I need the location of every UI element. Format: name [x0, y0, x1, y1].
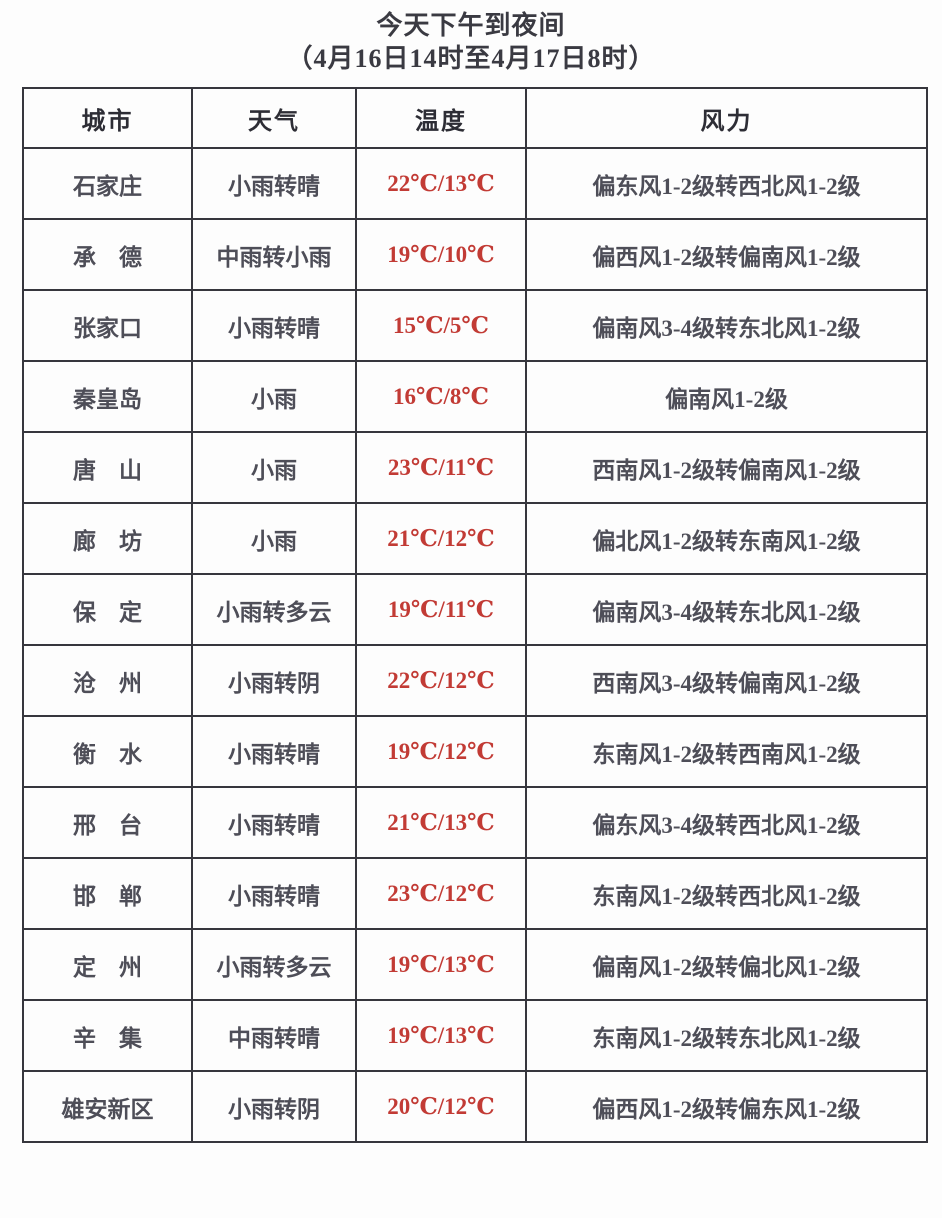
- city-cell: 唐 山: [22, 431, 193, 504]
- temperature-cell: 23℃/12℃: [355, 857, 527, 930]
- page-subtitle: （4月16日14时至4月17日8时）: [286, 43, 656, 73]
- weather-table-head: 城市 天气 温度 风力: [22, 87, 928, 149]
- weather-cell: 中雨转小雨: [191, 218, 357, 291]
- wind-cell: 偏东风3-4级转西北风1-2级: [525, 786, 928, 859]
- wind-cell: 西南风3-4级转偏南风1-2级: [525, 644, 928, 717]
- city-cell: 廊 坊: [22, 502, 193, 575]
- temperature-cell: 22℃/13℃: [355, 147, 527, 220]
- city-cell: 保 定: [22, 573, 193, 646]
- table-row: 唐 山 小雨 23℃/11℃ 西南风1-2级转偏南风1-2级: [22, 431, 928, 504]
- weather-cell: 小雨转阴: [191, 1070, 357, 1143]
- wind-cell: 东南风1-2级转西南风1-2级: [525, 715, 928, 788]
- table-row: 邯 郸 小雨转晴 23℃/12℃ 东南风1-2级转西北风1-2级: [22, 857, 928, 930]
- temperature-cell: 22℃/12℃: [355, 644, 527, 717]
- table-row: 廊 坊 小雨 21℃/12℃ 偏北风1-2级转东南风1-2级: [22, 502, 928, 575]
- weather-cell: 小雨: [191, 502, 357, 575]
- temperature-cell: 16℃/8℃: [355, 360, 527, 433]
- city-cell: 秦皇岛: [22, 360, 193, 433]
- table-row: 邢 台 小雨转晴 21℃/13℃ 偏东风3-4级转西北风1-2级: [22, 786, 928, 859]
- header-wind: 风力: [525, 87, 928, 149]
- weather-cell: 小雨转晴: [191, 147, 357, 220]
- title-block: 今天下午到夜间 （4月16日14时至4月17日8时）: [0, 0, 942, 75]
- wind-cell: 偏南风1-2级: [525, 360, 928, 433]
- header-temperature: 温度: [355, 87, 527, 149]
- wind-cell: 偏东风1-2级转西北风1-2级: [525, 147, 928, 220]
- temperature-cell: 20℃/12℃: [355, 1070, 527, 1143]
- wind-cell: 偏北风1-2级转东南风1-2级: [525, 502, 928, 575]
- temperature-cell: 19℃/10℃: [355, 218, 527, 291]
- table-row: 辛 集 中雨转晴 19℃/13℃ 东南风1-2级转东北风1-2级: [22, 999, 928, 1072]
- city-cell: 张家口: [22, 289, 193, 362]
- table-row: 承 德 中雨转小雨 19℃/10℃ 偏西风1-2级转偏南风1-2级: [22, 218, 928, 291]
- header-weather: 天气: [191, 87, 357, 149]
- wind-cell: 西南风1-2级转偏南风1-2级: [525, 431, 928, 504]
- weather-table: 城市 天气 温度 风力 石家庄 小雨转晴 22℃/13℃ 偏东风1-2级转西北风…: [22, 87, 928, 1143]
- weather-cell: 小雨: [191, 360, 357, 433]
- wind-cell: 偏西风1-2级转偏南风1-2级: [525, 218, 928, 291]
- weather-cell: 小雨转晴: [191, 715, 357, 788]
- page-title: 今天下午到夜间: [376, 11, 566, 40]
- table-row: 保 定 小雨转多云 19℃/11℃ 偏南风3-4级转东北风1-2级: [22, 573, 928, 646]
- temperature-cell: 21℃/13℃: [355, 786, 527, 859]
- weather-cell: 小雨转阴: [191, 644, 357, 717]
- table-row: 石家庄 小雨转晴 22℃/13℃ 偏东风1-2级转西北风1-2级: [22, 147, 928, 220]
- table-row: 定 州 小雨转多云 19℃/13℃ 偏南风1-2级转偏北风1-2级: [22, 928, 928, 1001]
- city-cell: 辛 集: [22, 999, 193, 1072]
- weather-cell: 小雨转晴: [191, 857, 357, 930]
- table-header-row: 城市 天气 温度 风力: [22, 87, 928, 149]
- table-row: 雄安新区 小雨转阴 20℃/12℃ 偏西风1-2级转偏东风1-2级: [22, 1070, 928, 1143]
- temperature-cell: 19℃/13℃: [355, 928, 527, 1001]
- wind-cell: 偏南风3-4级转东北风1-2级: [525, 289, 928, 362]
- wind-cell: 东南风1-2级转东北风1-2级: [525, 999, 928, 1072]
- city-cell: 雄安新区: [22, 1070, 193, 1143]
- table-row: 张家口 小雨转晴 15℃/5℃ 偏南风3-4级转东北风1-2级: [22, 289, 928, 362]
- table-row: 沧 州 小雨转阴 22℃/12℃ 西南风3-4级转偏南风1-2级: [22, 644, 928, 717]
- wind-cell: 东南风1-2级转西北风1-2级: [525, 857, 928, 930]
- weather-table-body: 石家庄 小雨转晴 22℃/13℃ 偏东风1-2级转西北风1-2级 承 德 中雨转…: [22, 147, 928, 1143]
- weather-cell: 小雨: [191, 431, 357, 504]
- temperature-cell: 19℃/13℃: [355, 999, 527, 1072]
- weather-cell: 小雨转晴: [191, 786, 357, 859]
- weather-cell: 小雨转晴: [191, 289, 357, 362]
- city-cell: 沧 州: [22, 644, 193, 717]
- weather-cell: 小雨转多云: [191, 928, 357, 1001]
- weather-cell: 中雨转晴: [191, 999, 357, 1072]
- city-cell: 邯 郸: [22, 857, 193, 930]
- city-cell: 衡 水: [22, 715, 193, 788]
- city-cell: 定 州: [22, 928, 193, 1001]
- wind-cell: 偏南风3-4级转东北风1-2级: [525, 573, 928, 646]
- temperature-cell: 15℃/5℃: [355, 289, 527, 362]
- weather-cell: 小雨转多云: [191, 573, 357, 646]
- temperature-cell: 21℃/12℃: [355, 502, 527, 575]
- city-cell: 石家庄: [22, 147, 193, 220]
- city-cell: 邢 台: [22, 786, 193, 859]
- temperature-cell: 19℃/12℃: [355, 715, 527, 788]
- wind-cell: 偏西风1-2级转偏东风1-2级: [525, 1070, 928, 1143]
- temperature-cell: 19℃/11℃: [355, 573, 527, 646]
- wind-cell: 偏南风1-2级转偏北风1-2级: [525, 928, 928, 1001]
- table-row: 衡 水 小雨转晴 19℃/12℃ 东南风1-2级转西南风1-2级: [22, 715, 928, 788]
- table-row: 秦皇岛 小雨 16℃/8℃ 偏南风1-2级: [22, 360, 928, 433]
- city-cell: 承 德: [22, 218, 193, 291]
- temperature-cell: 23℃/11℃: [355, 431, 527, 504]
- header-city: 城市: [22, 87, 193, 149]
